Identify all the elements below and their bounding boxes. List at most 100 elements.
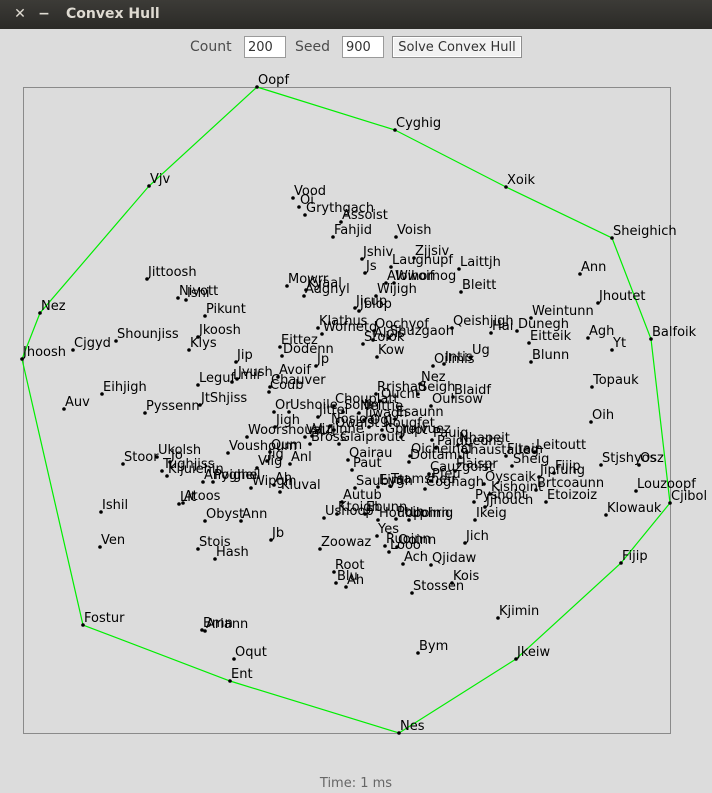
point-marker bbox=[38, 311, 42, 315]
point-marker bbox=[353, 306, 357, 310]
point-marker bbox=[596, 301, 600, 305]
point-marker bbox=[634, 489, 638, 493]
point-label: Jp bbox=[316, 352, 329, 367]
point-label: Kyaal bbox=[307, 276, 342, 291]
point-label: Leguf bbox=[199, 371, 236, 386]
point-marker bbox=[318, 547, 322, 551]
point-marker bbox=[121, 462, 125, 466]
point-label: Zijsiv bbox=[415, 244, 450, 259]
point-marker bbox=[198, 403, 202, 407]
point-label: Mowrr bbox=[288, 272, 329, 287]
point-marker bbox=[367, 425, 371, 429]
point-label: Gbroivuez bbox=[385, 422, 451, 437]
close-icon[interactable]: ✕ bbox=[14, 6, 26, 22]
point-marker bbox=[383, 544, 387, 548]
point-label: Intis bbox=[445, 350, 473, 365]
solve-convex-hull-button[interactable]: Solve Convex Hull bbox=[392, 36, 522, 58]
point-label: Nez bbox=[421, 370, 446, 385]
point-label: Ishil bbox=[102, 498, 128, 513]
point-marker bbox=[458, 455, 462, 459]
point-label: Atoos bbox=[184, 489, 221, 504]
minimize-icon[interactable]: − bbox=[38, 6, 50, 22]
point-marker bbox=[145, 277, 149, 281]
point-marker bbox=[267, 390, 271, 394]
point-marker bbox=[187, 348, 191, 352]
point-marker bbox=[332, 428, 336, 432]
point-marker bbox=[450, 326, 454, 330]
point-label: Grythgach bbox=[306, 201, 374, 216]
point-label: Kow bbox=[378, 343, 405, 358]
point-marker bbox=[177, 502, 181, 506]
point-marker bbox=[71, 348, 75, 352]
seed-input[interactable] bbox=[342, 36, 384, 58]
point-marker bbox=[278, 345, 282, 349]
point-label: Ug bbox=[472, 343, 490, 358]
point-label: Oulisow bbox=[432, 392, 483, 407]
point-label: Voushoum bbox=[229, 439, 297, 454]
point-label: Oih bbox=[592, 408, 614, 423]
point-label: Jupt bbox=[401, 423, 427, 438]
point-marker bbox=[280, 354, 284, 358]
point-marker bbox=[81, 623, 85, 627]
point-label: Esaunn bbox=[396, 405, 444, 420]
point-label: Jo bbox=[170, 448, 183, 463]
point-label: Kois bbox=[453, 569, 479, 584]
point-marker bbox=[328, 424, 332, 428]
point-label: Oyscaik bbox=[485, 470, 536, 485]
point-label: Blunn bbox=[532, 348, 569, 363]
point-marker bbox=[378, 399, 382, 403]
point-marker bbox=[361, 342, 365, 346]
point-marker bbox=[514, 657, 518, 661]
point-label: Kluval bbox=[281, 478, 321, 493]
point-label: Eint bbox=[379, 473, 404, 488]
point-marker bbox=[265, 459, 269, 463]
point-marker bbox=[184, 298, 188, 302]
point-marker bbox=[255, 466, 259, 470]
point-label: Kljuiehin bbox=[168, 462, 224, 477]
point-marker bbox=[269, 538, 273, 542]
point-marker bbox=[165, 474, 169, 478]
point-label: Oicheinaf bbox=[411, 442, 473, 457]
point-label: Wijigh bbox=[377, 282, 417, 297]
point-marker bbox=[201, 480, 205, 484]
point-label: Ruoinn bbox=[386, 532, 431, 547]
point-marker bbox=[316, 415, 320, 419]
point-label: Klys bbox=[190, 336, 217, 351]
point-marker bbox=[230, 380, 234, 384]
point-label: Sheig bbox=[513, 452, 549, 467]
point-label: Nivott bbox=[179, 284, 218, 299]
point-label: Jhoosh bbox=[22, 345, 66, 360]
point-label: Hash bbox=[216, 545, 249, 560]
control-bar: Count Seed Solve Convex Hull bbox=[0, 36, 712, 60]
point-marker bbox=[418, 382, 422, 386]
point-marker bbox=[322, 516, 326, 520]
point-marker bbox=[272, 483, 276, 487]
point-marker bbox=[160, 469, 164, 473]
count-input[interactable] bbox=[244, 36, 286, 58]
point-label: Rrishad bbox=[377, 380, 426, 395]
point-label: Vjv bbox=[150, 172, 171, 187]
point-marker bbox=[384, 281, 388, 285]
point-label: Laughupf bbox=[392, 253, 453, 268]
point-label: Autub bbox=[343, 488, 382, 503]
point-marker bbox=[213, 557, 217, 561]
point-label: Assoist bbox=[342, 208, 388, 223]
point-marker bbox=[362, 418, 366, 422]
point-marker bbox=[488, 492, 492, 496]
point-label: Chaustaueg bbox=[461, 443, 539, 458]
point-label: Weintunn bbox=[532, 304, 594, 319]
point-label: Xoik bbox=[507, 173, 535, 188]
point-label: Wihomog bbox=[395, 269, 456, 284]
point-marker bbox=[389, 265, 393, 269]
point-marker bbox=[429, 563, 433, 567]
point-marker bbox=[268, 385, 272, 389]
point-marker bbox=[278, 490, 282, 494]
point-marker bbox=[363, 512, 367, 516]
point-label: Voish bbox=[397, 223, 431, 238]
point-marker bbox=[442, 362, 446, 366]
point-marker bbox=[529, 360, 533, 364]
point-marker bbox=[310, 434, 314, 438]
point-label: Adghyl bbox=[305, 282, 350, 297]
point-marker bbox=[285, 284, 289, 288]
